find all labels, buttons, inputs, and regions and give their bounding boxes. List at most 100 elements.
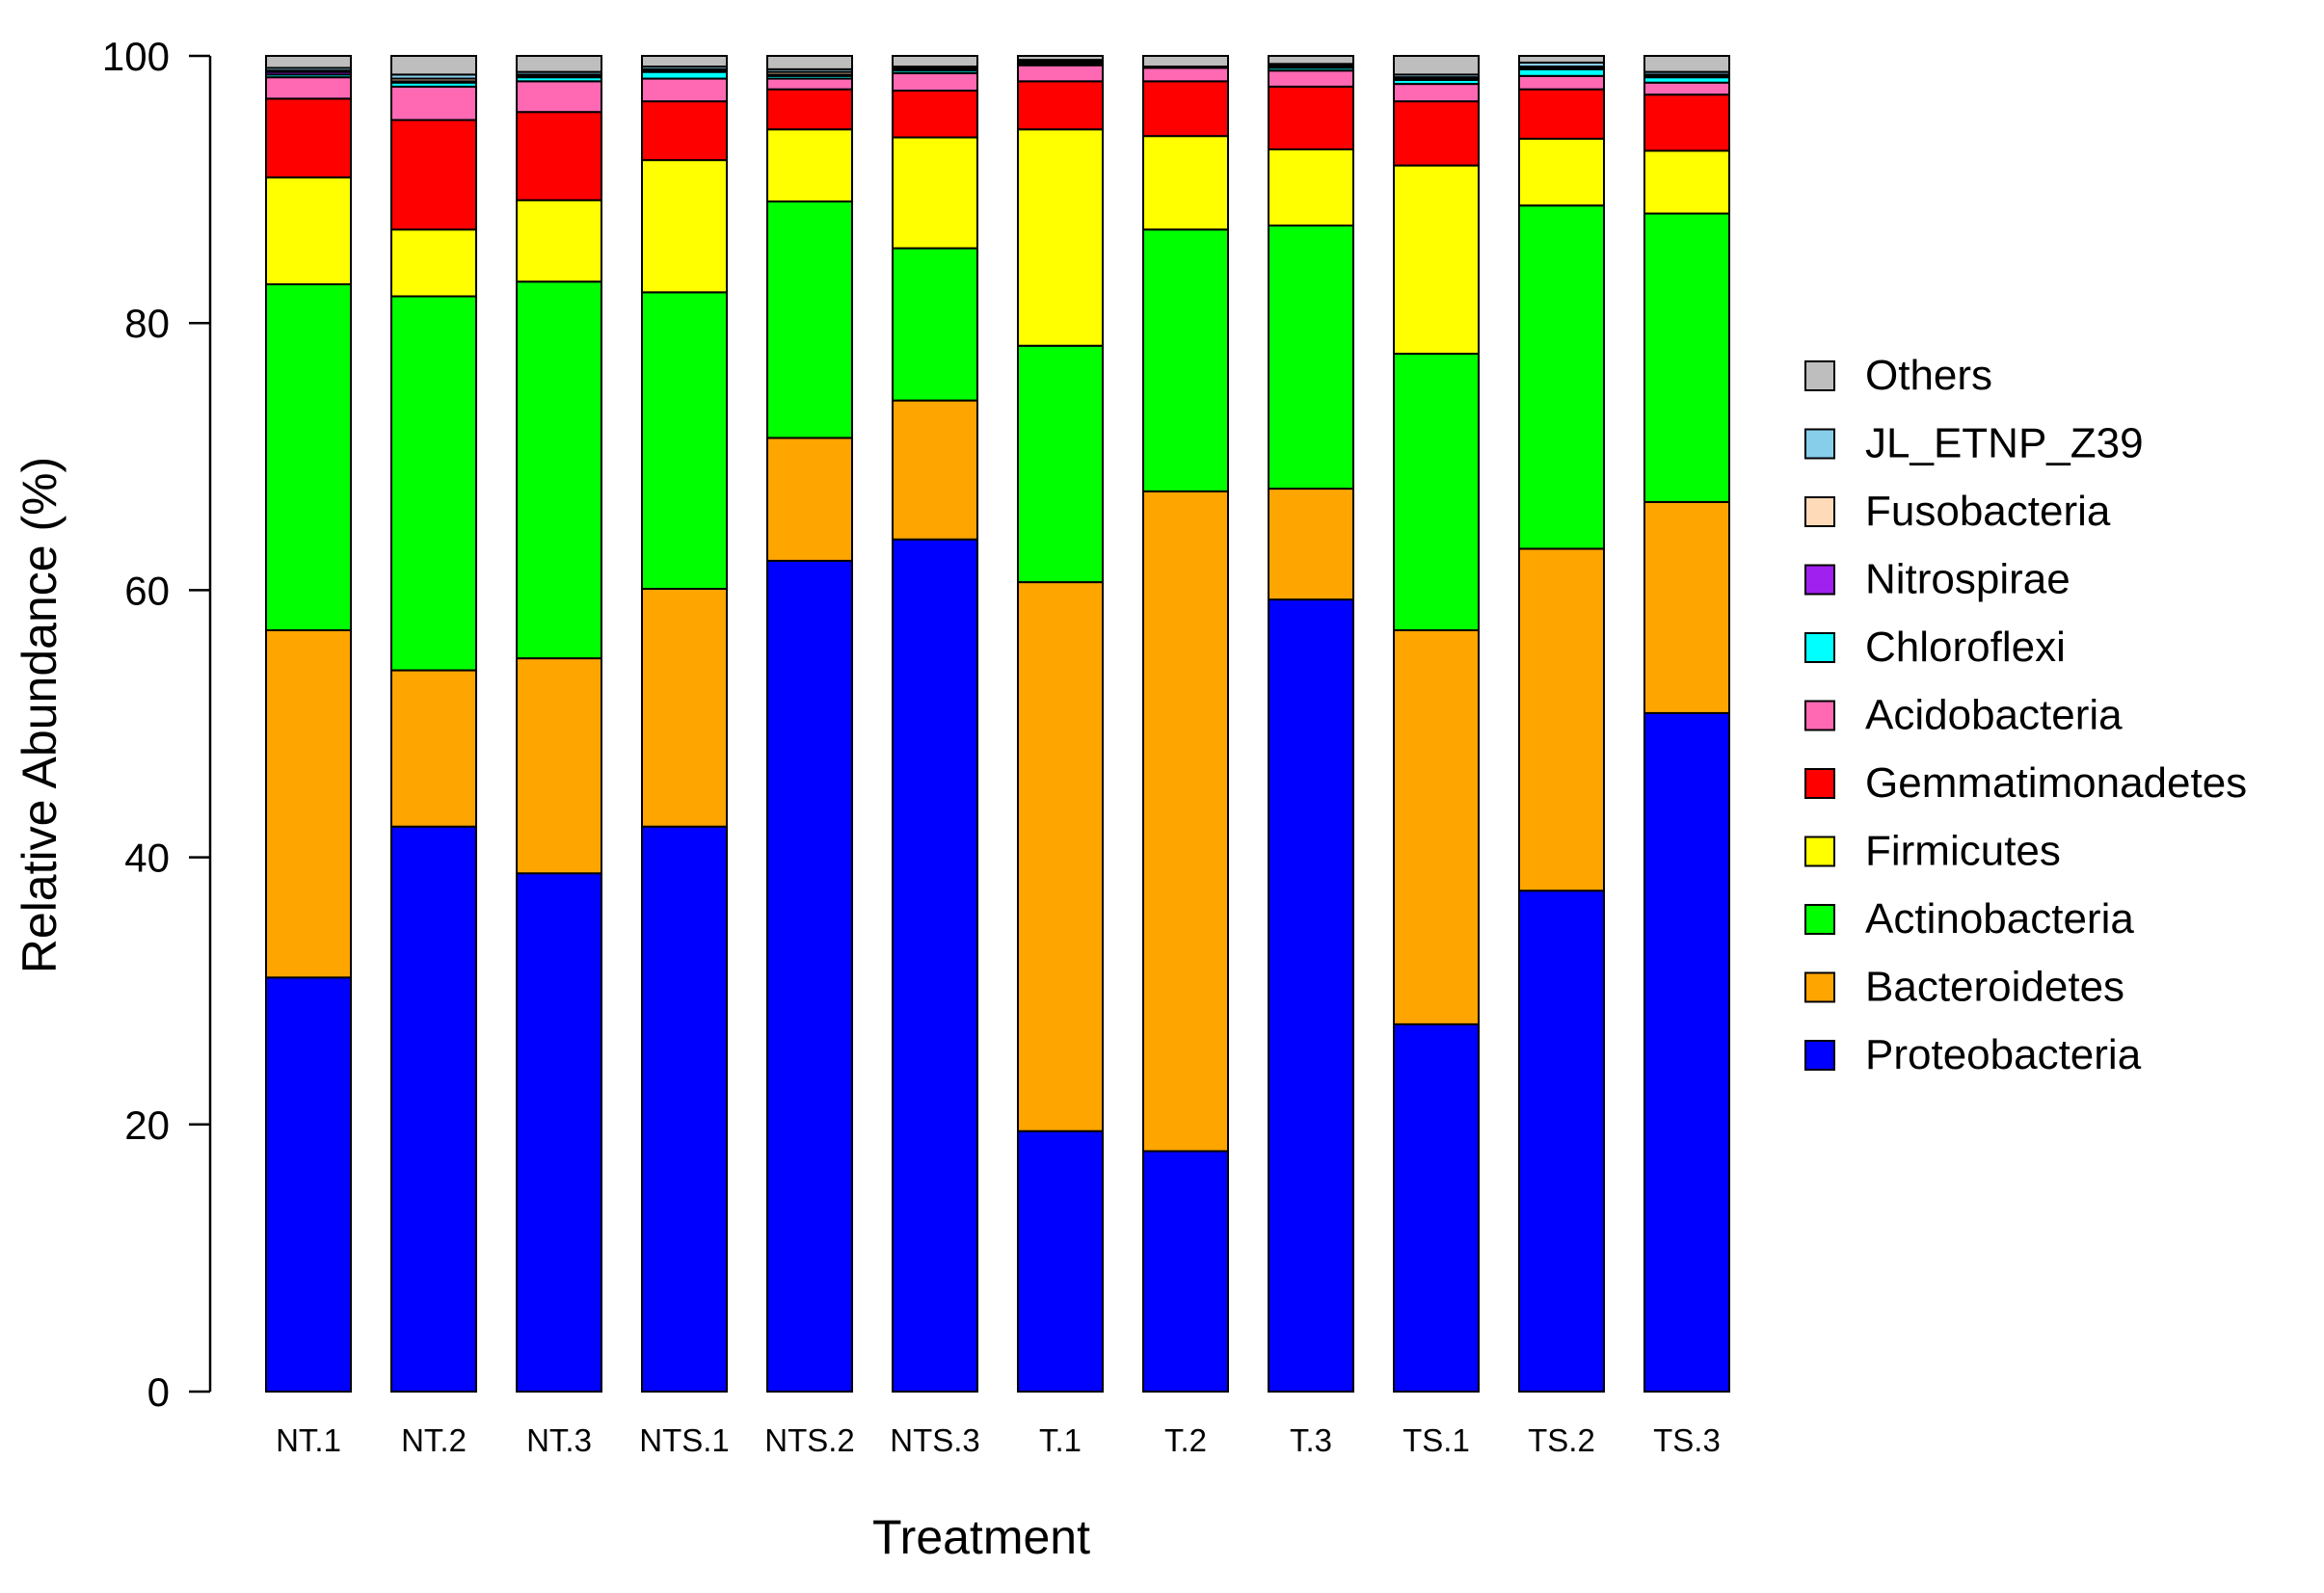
bar-segment-proteobacteria — [892, 538, 978, 1393]
bar-segment-actinobacteria — [1518, 204, 1605, 550]
y-tick-label: 100 — [102, 34, 170, 79]
bar-segment-actinobacteria — [1393, 353, 1480, 631]
bar-segment-acidobacteria — [265, 76, 352, 100]
bar-segment-proteobacteria — [766, 559, 853, 1393]
bar-segment-firmicutes — [1268, 148, 1354, 227]
bar-group — [1518, 55, 1605, 1393]
bar-segment-others — [766, 55, 853, 70]
legend-item: Others — [1804, 352, 1992, 399]
bar-segment-actinobacteria — [1017, 344, 1104, 584]
bar-group — [1017, 55, 1104, 1393]
bar-segment-others — [1268, 55, 1354, 66]
bar-group — [516, 55, 602, 1393]
legend-swatch — [1804, 632, 1835, 663]
bar-segment-actinobacteria — [390, 295, 477, 672]
legend-label: Proteobacteria — [1865, 1031, 2142, 1078]
x-axis-title: Treatment — [872, 1510, 1090, 1564]
bars — [265, 55, 1730, 1394]
x-tick-label: NT.3 — [526, 1422, 592, 1458]
legend-label: Nitrospirae — [1865, 556, 2070, 603]
x-tick-label: T.1 — [1039, 1422, 1082, 1458]
bar-group — [1268, 55, 1354, 1393]
legend-item: Bacteroidetes — [1804, 964, 2124, 1011]
legend-label: Others — [1865, 352, 1992, 399]
x-tick-label: TS.2 — [1528, 1422, 1595, 1458]
bar-segment-gemmatimonadetes — [265, 97, 352, 179]
bar-segment-others — [516, 55, 602, 73]
legend-item: Chloroflexi — [1804, 624, 2066, 671]
x-axis-labels: NT.1 NT.2 NT.3 NTS.1 NTS.2 NTS.3 T.1 T.2 T.3 TS.1… — [276, 1422, 1721, 1458]
legend-label: Bacteroidetes — [1865, 964, 2124, 1011]
bar-segment-gemmatimonadetes — [892, 90, 978, 139]
bar-segment-proteobacteria — [390, 825, 477, 1393]
x-tick-label: NT.1 — [276, 1422, 341, 1458]
bar-segment-acidobacteria — [641, 77, 728, 103]
x-tick-label: NTS.3 — [890, 1422, 980, 1458]
bar-segment-others — [1393, 55, 1480, 76]
y-tick-label: 80 — [124, 301, 170, 346]
bar-segment-acidobacteria — [516, 80, 602, 114]
bar-segment-firmicutes — [892, 136, 978, 250]
bar-segment-proteobacteria — [1142, 1150, 1229, 1394]
bar-segment-bacteroidetes — [265, 628, 352, 979]
x-tick-label: TS.1 — [1402, 1422, 1470, 1458]
x-tick-label: NTS.1 — [639, 1422, 730, 1458]
bar-segment-acidobacteria — [1393, 83, 1480, 103]
bar-segment-firmicutes — [641, 159, 728, 294]
bar-segment-firmicutes — [1393, 164, 1480, 356]
legend-swatch — [1804, 904, 1835, 935]
bar-segment-others — [1518, 55, 1605, 64]
legend-item: Gemmatimonadetes — [1804, 759, 2247, 807]
bar-segment-proteobacteria — [516, 872, 602, 1393]
legend-label: Gemmatimonadetes — [1865, 759, 2247, 807]
bar-segment-others — [1142, 55, 1229, 68]
bar-segment-firmicutes — [1142, 135, 1229, 231]
bar-group — [766, 55, 853, 1393]
bar-segment-actinobacteria — [766, 200, 853, 439]
bar-segment-firmicutes — [1017, 128, 1104, 347]
legend-label: Actinobacteria — [1865, 895, 2134, 943]
bar-segment-bacteroidetes — [1518, 547, 1605, 892]
bar-segment-bacteroidetes — [390, 669, 477, 828]
legend-item: JL_ETNP_Z39 — [1804, 420, 2144, 467]
bar-segment-actinobacteria — [516, 280, 602, 660]
bar-segment-chloroflexi — [1518, 67, 1605, 77]
legend-swatch — [1804, 1040, 1835, 1071]
bar-segment-proteobacteria — [641, 825, 728, 1393]
x-tick-label: T.2 — [1164, 1422, 1207, 1458]
legend-swatch — [1804, 360, 1835, 391]
legend-swatch — [1804, 564, 1835, 596]
legend-item: Fusobacteria — [1804, 488, 2111, 535]
bar-segment-bacteroidetes — [766, 437, 853, 562]
bar-group — [1393, 55, 1480, 1393]
y-tick-label: 40 — [124, 836, 170, 881]
y-tick-label: 60 — [124, 568, 170, 613]
bar-segment-proteobacteria — [1393, 1022, 1480, 1393]
bar-segment-firmicutes — [516, 199, 602, 283]
legend-label: Firmicutes — [1865, 828, 2061, 875]
y-tick-label: 20 — [124, 1102, 170, 1148]
bar-segment-actinobacteria — [641, 291, 728, 591]
bar-segment-others — [265, 55, 352, 69]
bar-segment-proteobacteria — [1268, 598, 1354, 1393]
bar-segment-actinobacteria — [892, 247, 978, 402]
bar-segment-others — [1017, 55, 1104, 62]
legend-swatch — [1804, 700, 1835, 731]
bar-segment-acidobacteria — [1268, 69, 1354, 88]
x-tick-label: NT.2 — [401, 1422, 467, 1458]
bar-group — [641, 55, 728, 1393]
bar-segment-proteobacteria — [1518, 889, 1605, 1393]
bar-group — [1643, 55, 1730, 1393]
legend-swatch — [1804, 496, 1835, 527]
bar-segment-gemmatimonadetes — [1017, 80, 1104, 131]
bar-segment-actinobacteria — [1142, 228, 1229, 492]
legend-item: Acidobacteria — [1804, 692, 2123, 739]
bar-group — [390, 55, 477, 1393]
bar-segment-bacteroidetes — [892, 399, 978, 541]
bar-segment-gemmatimonadetes — [516, 111, 602, 201]
bar-segment-acidobacteria — [1142, 66, 1229, 83]
bar-segment-gemmatimonadetes — [390, 119, 477, 231]
bar-segment-gemmatimonadetes — [641, 100, 728, 162]
bar-segment-acidobacteria — [1643, 81, 1730, 96]
bar-group — [892, 55, 978, 1393]
